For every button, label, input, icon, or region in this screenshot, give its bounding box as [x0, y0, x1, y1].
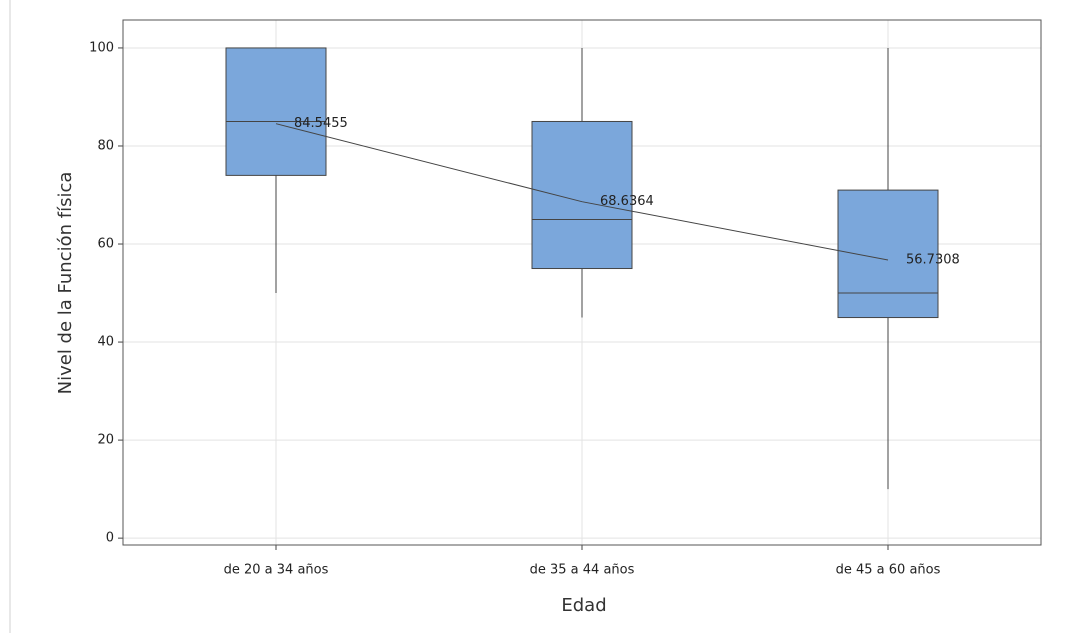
y-tick-label: 40 — [97, 335, 114, 350]
x-axis-title: Edad — [561, 595, 606, 616]
mean-label: 84.5455 — [294, 116, 348, 131]
box — [225, 47, 327, 176]
box — [531, 120, 633, 270]
y-tick-label: 0 — [106, 531, 114, 546]
y-axis-title: Nivel de la Función física — [55, 172, 76, 395]
plot-frame — [122, 19, 1042, 546]
mean-line — [275, 123, 889, 261]
y-tick-label: 60 — [97, 237, 114, 252]
y-tick-label: 20 — [97, 433, 114, 448]
mean-label: 68.6364 — [600, 194, 654, 209]
x-tick-label: de 35 a 44 años — [530, 563, 635, 578]
box — [837, 189, 939, 319]
x-tick-label: de 45 a 60 años — [836, 563, 941, 578]
y-tick-label: 80 — [97, 138, 114, 153]
y-tick-label: 100 — [89, 40, 114, 55]
mean-label: 56.7308 — [906, 253, 960, 268]
x-tick-label: de 20 a 34 años — [224, 563, 329, 578]
